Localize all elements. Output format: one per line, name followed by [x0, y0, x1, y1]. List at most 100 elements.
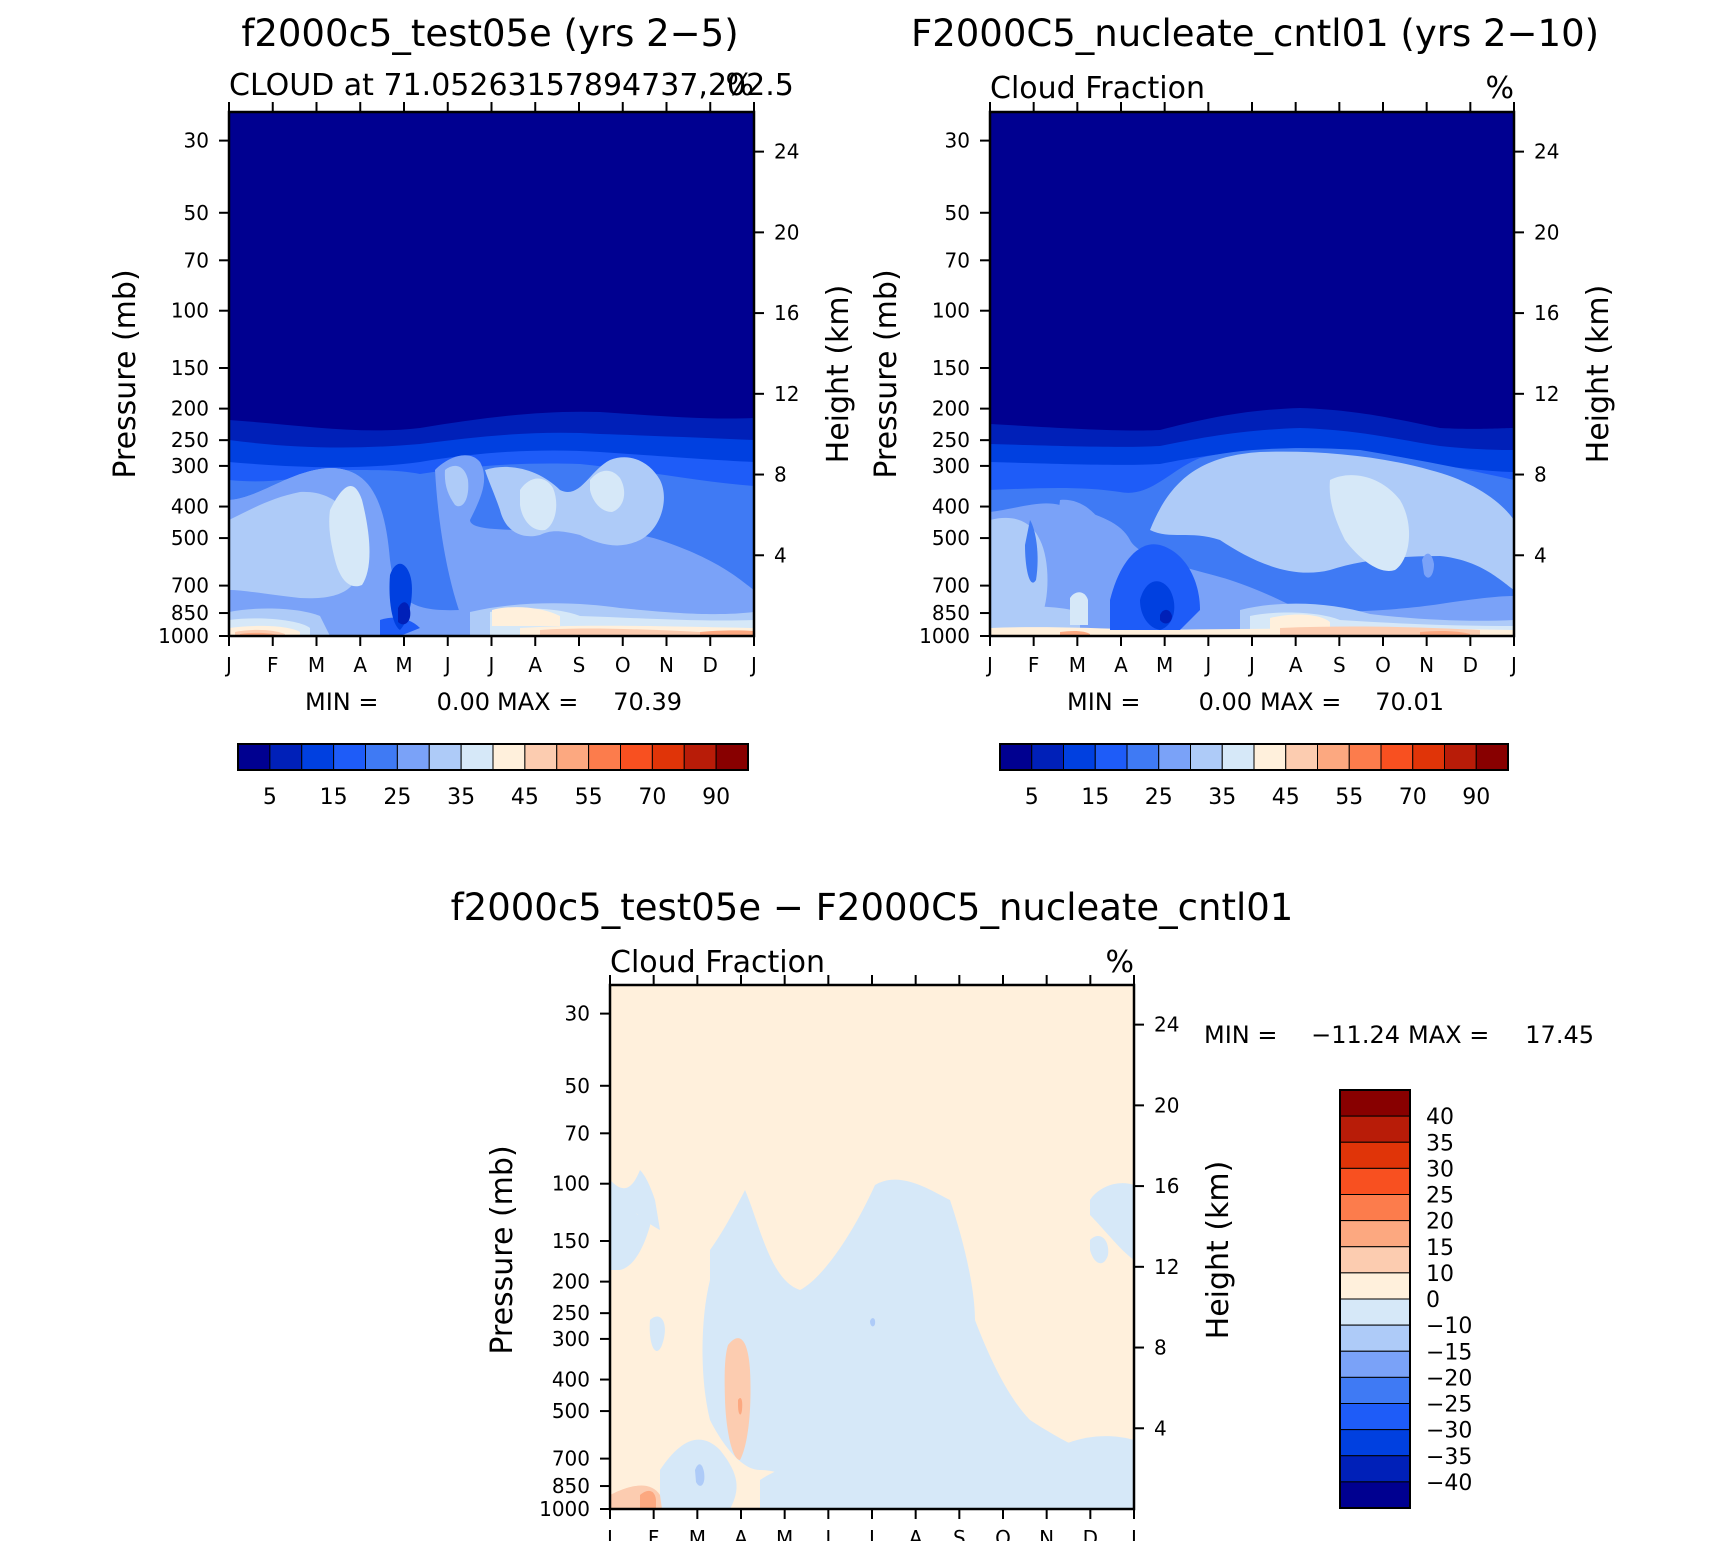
- colorbar-swatch: [1339, 1376, 1411, 1404]
- y-tick-label: 400: [171, 495, 209, 519]
- max-label: MAX =: [497, 688, 578, 716]
- y-tick-label-right: 16: [1534, 301, 1559, 325]
- max-value: 70.39: [613, 688, 682, 716]
- y-tick-label-right: 16: [774, 301, 799, 325]
- y-tick-label: 200: [171, 397, 209, 421]
- fill-level-8: [1329, 475, 1410, 571]
- colorbar-swatch: [1317, 743, 1350, 771]
- colorbar-label: 30: [1426, 1157, 1454, 1182]
- colorbar-swatch: [1339, 1429, 1411, 1457]
- y-tick-label-right: 4: [1534, 543, 1547, 567]
- y-tick-label: 700: [171, 574, 209, 598]
- x-tick-label: J: [224, 653, 232, 677]
- y-tick-label: 300: [932, 454, 970, 478]
- y-tick-label: 850: [932, 601, 970, 625]
- x-tick-label: N: [659, 653, 674, 677]
- x-tick-label: D: [1083, 1526, 1098, 1541]
- max-value: 70.01: [1375, 688, 1444, 716]
- y-tick-label: 250: [932, 428, 970, 452]
- y-tick-label: 850: [171, 601, 209, 625]
- y-tick-label: 200: [932, 397, 970, 421]
- colorbar-label: 90: [702, 785, 730, 810]
- y-tick-label: 850: [552, 1474, 590, 1498]
- colorbar-swatch: [999, 743, 1033, 771]
- y-tick-label: 30: [184, 129, 209, 153]
- x-tick-label: M: [689, 1526, 706, 1541]
- colorbar-swatch: [1339, 1455, 1411, 1483]
- min-value: 0.00: [437, 688, 490, 716]
- colorbar-label: −20: [1426, 1366, 1472, 1391]
- panel-nucleate-cntl01: F2000C5_nucleate_cntl01 (yrs 2−10) Cloud…: [869, 12, 1616, 810]
- colorbar-swatch: [1412, 743, 1445, 771]
- colorbar-swatch: [1339, 1481, 1411, 1509]
- x-tick-label: F: [267, 653, 279, 677]
- y-tick-label-right: 24: [774, 140, 799, 164]
- x-tick-label: A: [1114, 653, 1128, 677]
- y-tick-label-right: 12: [1534, 382, 1559, 406]
- colorbar-label: 0: [1426, 1288, 1440, 1313]
- y-tick-label: 700: [932, 574, 970, 598]
- x-tick-label: A: [1289, 653, 1303, 677]
- colorbar-swatch: [1339, 1115, 1411, 1143]
- colorbar-label: 25: [1145, 785, 1173, 810]
- colorbar-swatch: [1339, 1298, 1411, 1326]
- colorbar-label: 15: [1081, 785, 1109, 810]
- panel-title: f2000c5_test05e − F2000C5_nucleate_cntl0…: [451, 886, 1294, 929]
- x-tick-label: N: [1419, 653, 1434, 677]
- x-tick-label: S: [953, 1526, 966, 1541]
- colorbar-swatch: [1348, 743, 1382, 771]
- colorbar-swatch: [1339, 1324, 1411, 1352]
- min-label: MIN =: [1067, 688, 1140, 716]
- x-tick-label: O: [615, 653, 631, 677]
- y-tick-label: 500: [552, 1399, 590, 1423]
- y-axis-label-left: Pressure (mb): [485, 1145, 520, 1354]
- colorbar-frame: [237, 743, 749, 771]
- y-tick-label: 500: [932, 526, 970, 550]
- max-label: MAX =: [1260, 688, 1341, 716]
- colorbar-label: 90: [1462, 785, 1490, 810]
- y-tick-label: 50: [565, 1074, 590, 1098]
- y-tick-label: 250: [171, 428, 209, 452]
- x-tick-label: J: [1203, 653, 1211, 677]
- y-axis-label-right: Height (km): [821, 285, 856, 464]
- x-tick-label: J: [487, 653, 495, 677]
- x-tick-label: J: [1247, 653, 1255, 677]
- colorbar-swatch: [1190, 743, 1223, 771]
- colorbar-swatch: [1339, 1220, 1411, 1248]
- colorbar-swatch: [556, 743, 590, 771]
- colorbar-label: 10: [1426, 1262, 1454, 1287]
- colorbar-swatch: [1444, 743, 1477, 771]
- colorbar-swatch: [1339, 1350, 1411, 1378]
- colorbar-swatch: [1339, 1272, 1411, 1300]
- colorbar-label: 15: [320, 785, 348, 810]
- min-label: MIN =: [1204, 1021, 1277, 1049]
- x-tick-label: J: [605, 1526, 613, 1541]
- y-tick-label: 150: [932, 356, 970, 380]
- y-tick-label: 100: [552, 1172, 590, 1196]
- colorbar-label: −25: [1426, 1393, 1472, 1418]
- y-tick-label: 200: [552, 1270, 590, 1294]
- x-tick-label: J: [823, 1526, 831, 1541]
- fill-level-7: [1150, 451, 1514, 590]
- x-tick-label: A: [528, 653, 542, 677]
- x-tick-label: J: [985, 653, 993, 677]
- panel-subtitle: Cloud Fraction: [990, 71, 1205, 106]
- colorbar-label: 35: [1426, 1131, 1454, 1156]
- y-tick-label: 150: [552, 1229, 590, 1253]
- y-tick-label: 70: [945, 248, 970, 272]
- y-tick-label-right: 20: [1154, 1093, 1179, 1117]
- colorbar-swatch: [492, 743, 526, 771]
- y-tick-label-right: 8: [1154, 1336, 1167, 1360]
- colorbar-label: −35: [1426, 1445, 1472, 1470]
- panel-subtitle: Cloud Fraction: [610, 945, 825, 980]
- y-tick-label: 300: [552, 1327, 590, 1351]
- colorbar-label: 70: [638, 785, 666, 810]
- panel-test05e: f2000c5_test05e (yrs 2−5) CLOUD at 71.05…: [108, 12, 856, 810]
- y-tick-label: 100: [932, 299, 970, 323]
- colorbar-swatch: [683, 743, 717, 771]
- colorbar-swatch: [1158, 743, 1191, 771]
- y-tick-label-right: 12: [1154, 1255, 1179, 1279]
- colorbar-swatch: [1031, 743, 1064, 771]
